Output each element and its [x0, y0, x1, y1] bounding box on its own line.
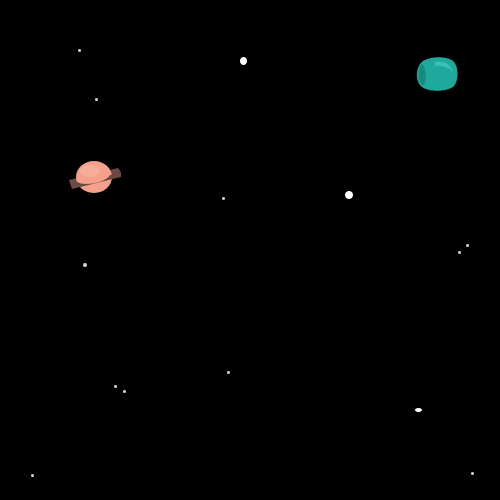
- star: [458, 251, 461, 254]
- star: [114, 385, 117, 388]
- star: [345, 191, 353, 199]
- star: [31, 474, 34, 477]
- star: [83, 263, 87, 267]
- planet-shade: [418, 64, 426, 86]
- star: [123, 390, 126, 393]
- star: [415, 408, 422, 412]
- teal-planet: [416, 57, 458, 91]
- star: [227, 371, 230, 374]
- star: [78, 49, 81, 52]
- ringed-planet: [69, 161, 121, 193]
- star: [240, 57, 247, 65]
- planet-ring-front: [69, 172, 121, 189]
- star: [466, 244, 469, 247]
- star: [95, 98, 98, 101]
- planet-highlight: [80, 165, 100, 177]
- star: [471, 472, 474, 475]
- star: [222, 197, 225, 200]
- planet-highlight: [435, 61, 453, 72]
